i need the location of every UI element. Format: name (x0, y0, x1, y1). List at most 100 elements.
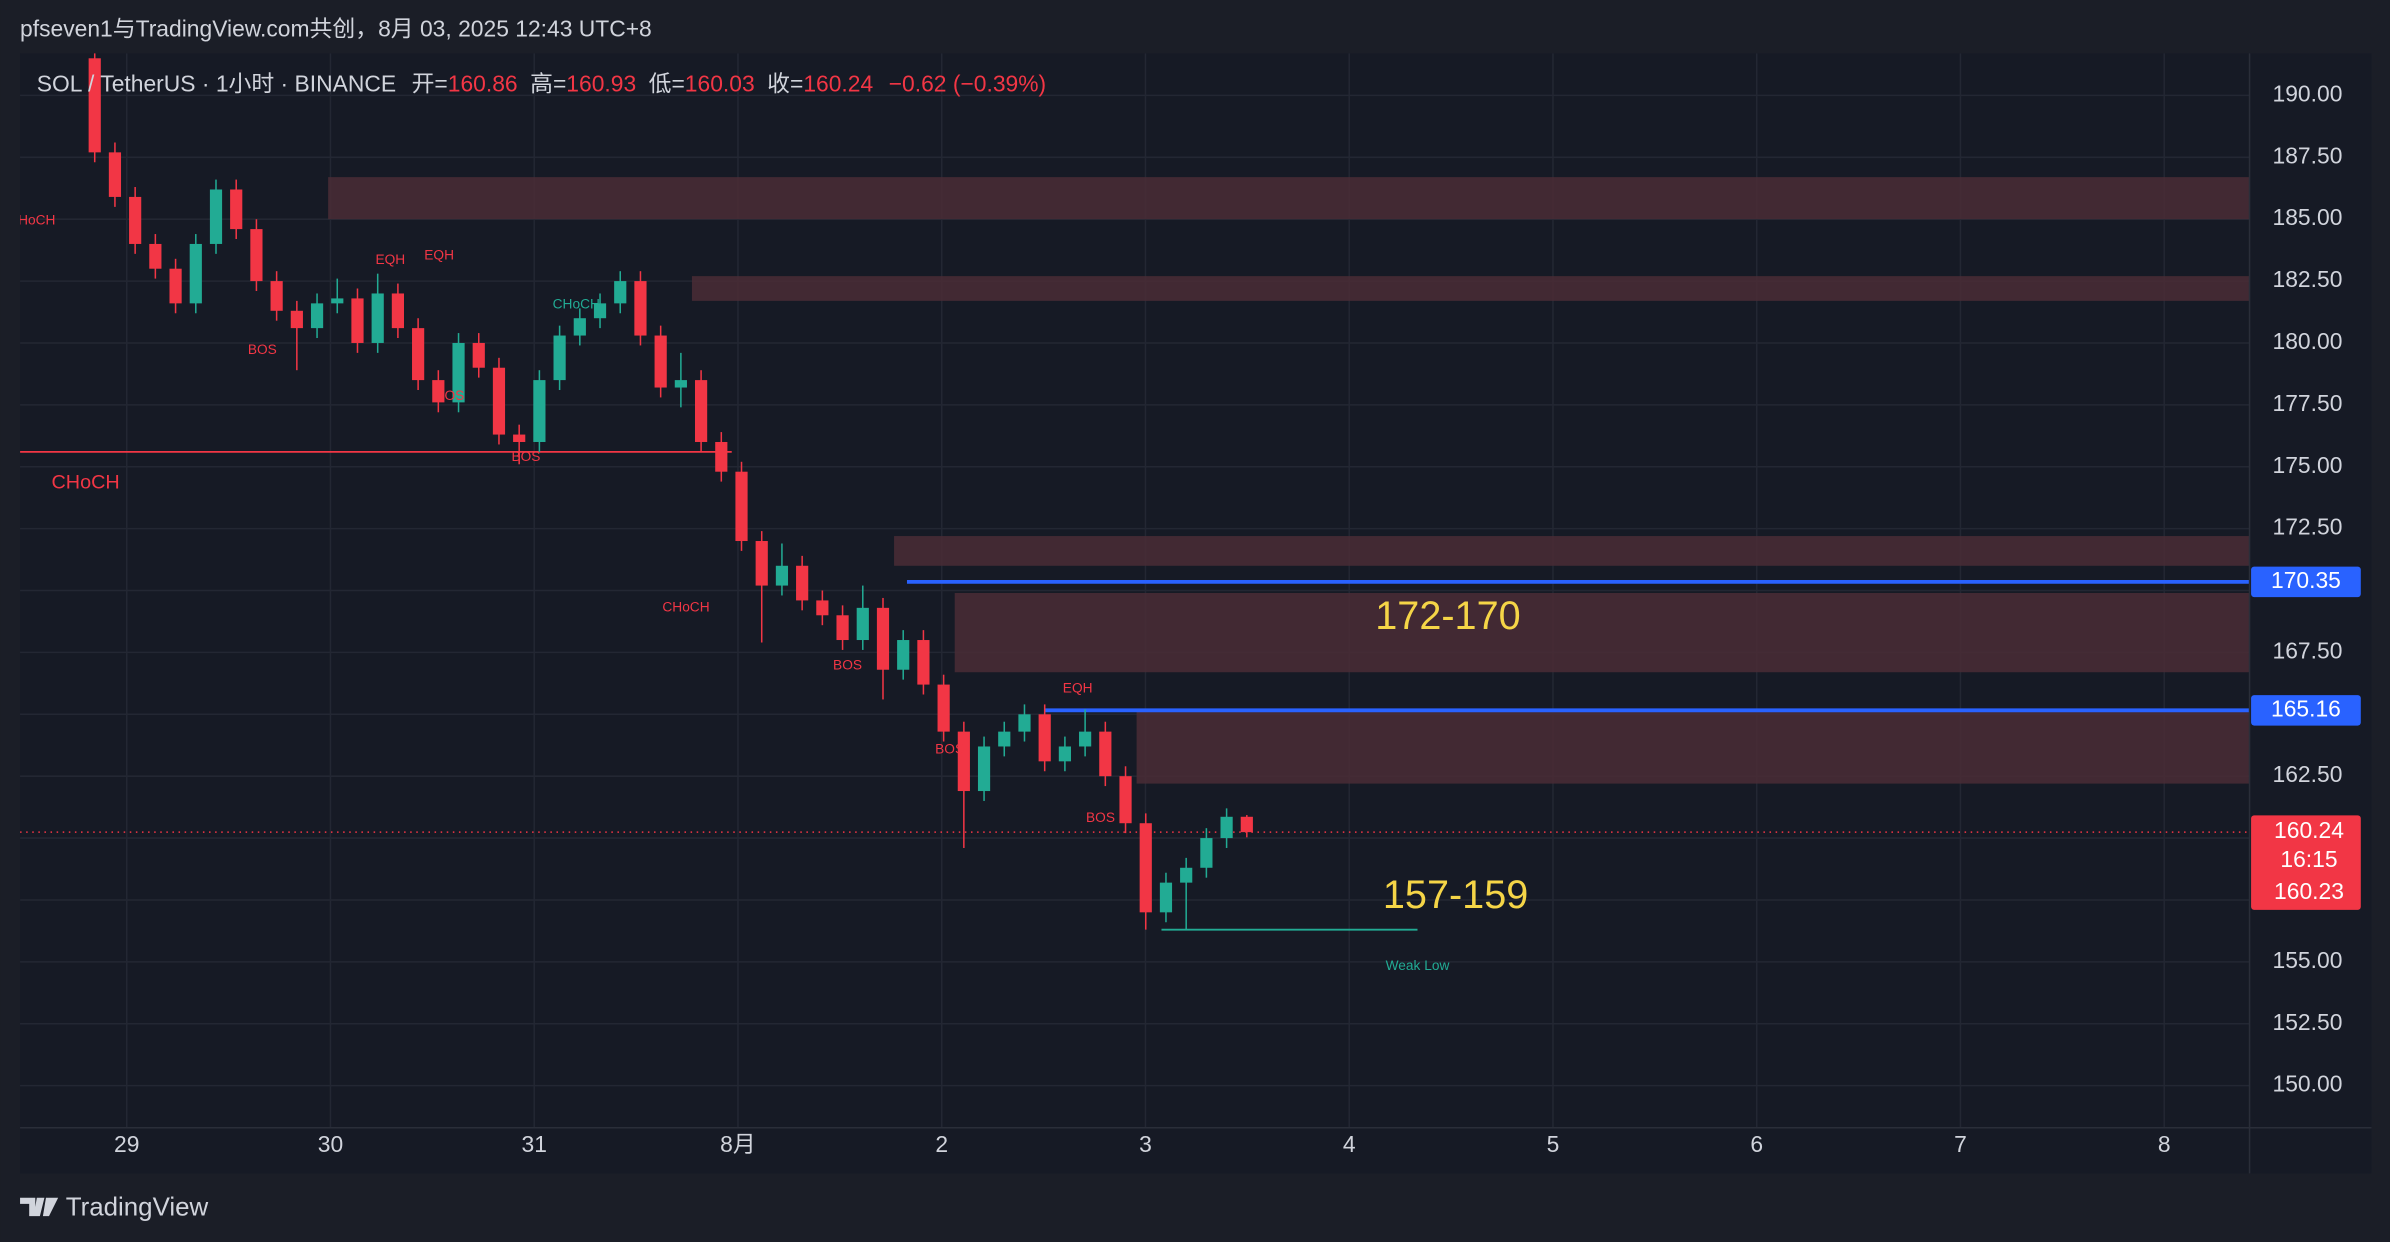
annotation: Weak Low (1386, 958, 1450, 973)
candle-body (694, 380, 708, 442)
ohlc-value: 160.93 (566, 70, 636, 96)
zone (954, 592, 2250, 673)
candle-body (937, 684, 950, 732)
candle-body (573, 318, 586, 336)
ohlc-label: 收= (767, 70, 803, 96)
zone (1136, 711, 2250, 784)
annotation: HoCH (18, 213, 55, 228)
candle-body (674, 380, 687, 388)
annotation: BOS (935, 741, 964, 756)
annotation: CHoCH (51, 471, 119, 493)
candle-body (1058, 746, 1072, 762)
candle-body (977, 746, 991, 792)
candle-body (371, 293, 384, 343)
candle-body (1139, 823, 1152, 913)
y-tick-label: 182.50 (2273, 266, 2343, 292)
candle-body (715, 441, 728, 472)
candle-body (593, 303, 607, 319)
x-tick-label: 8 (2158, 1131, 2171, 1157)
y-tick-label: 152.50 (2273, 1009, 2343, 1035)
y-tick-label: 187.50 (2273, 142, 2343, 168)
candle-body (310, 303, 324, 329)
candle-body (412, 328, 425, 381)
candle-body (1079, 731, 1092, 747)
candle-body (1018, 714, 1031, 732)
candle-body (1038, 714, 1051, 762)
candle-body (957, 731, 970, 792)
candle-body (654, 335, 667, 388)
candle-body (856, 607, 869, 641)
candle-body (755, 541, 768, 586)
candle-body (816, 600, 829, 616)
candle-body (1180, 867, 1193, 883)
candle-body (432, 380, 445, 403)
candle-body (1099, 731, 1112, 777)
countdown: 16:15 (2280, 846, 2337, 872)
x-tick-label: 29 (114, 1131, 139, 1157)
candle-body (796, 565, 809, 601)
candle-body (775, 565, 789, 586)
x-tick-label: 30 (318, 1131, 343, 1157)
symbol: SOL / TetherUS · 1小时 · BINANCE (37, 70, 396, 96)
zone (328, 177, 2250, 220)
ohlc-label: 高= (530, 70, 566, 96)
legend: SOL / TetherUS · 1小时 · BINANCE 开=160.86 … (37, 70, 1046, 96)
candle-body (129, 196, 142, 244)
candle-body (614, 281, 627, 304)
candle-body (331, 298, 344, 304)
candle-body (108, 152, 122, 197)
ohlc-value: 160.24 (803, 70, 873, 96)
ohlc-value: 160.03 (685, 70, 755, 96)
x-tick-label: 7 (1954, 1131, 1967, 1157)
candle-body (452, 342, 465, 403)
candle-body (1240, 816, 1253, 833)
logo: TradingView (20, 1193, 209, 1221)
candle-body (492, 367, 506, 435)
candle-body (735, 471, 748, 542)
candle-body (351, 298, 364, 343)
annotation: EQH (1063, 680, 1093, 695)
candle-body (88, 58, 101, 153)
candle-body (1200, 838, 1213, 868)
y-tick-label: 190.00 (2273, 80, 2343, 106)
y-tick-label: 167.50 (2273, 637, 2343, 663)
zone (894, 536, 2250, 566)
candle-body (836, 615, 849, 641)
candle-body (391, 293, 405, 329)
annotation: EQH (376, 252, 406, 267)
marks: HoCH EQH EQH BOS BOS BOS CHoCH CHoCH CHoCH BOS BOS… (18, 53, 2250, 973)
x-tick-label: 31 (522, 1131, 547, 1157)
candle-body (897, 640, 910, 670)
candle-body (230, 189, 243, 230)
y-tick-label: 177.50 (2273, 390, 2343, 416)
y-tick-label: 175.00 (2273, 452, 2343, 478)
change: −0.62 (−0.39%) (889, 70, 1046, 96)
y-tick-label: 172.50 (2273, 514, 2343, 540)
annotation: BOS (248, 342, 277, 357)
y-tick-label: 150.00 (2273, 1071, 2343, 1097)
candle-body (290, 310, 303, 329)
candle-body (1220, 816, 1233, 839)
price-tag (2251, 815, 2361, 910)
annotation: BOS (1086, 810, 1115, 825)
candle-body (876, 607, 890, 670)
candle-body (189, 243, 202, 304)
candle-body (1119, 776, 1132, 824)
candle-body (553, 335, 566, 381)
brand: TradingView (66, 1193, 209, 1221)
candle-body (917, 640, 930, 685)
y-tick-label: 162.50 (2273, 761, 2343, 787)
candle-body (270, 281, 283, 311)
level-label: 165.16 (2271, 695, 2341, 721)
candle-body (513, 434, 526, 442)
price-tag-label: 160.24 (2274, 817, 2344, 843)
x-tick-label: 8月 (720, 1131, 756, 1157)
y-tick-label: 155.00 (2273, 947, 2343, 973)
annotation: CHoCH (662, 600, 709, 615)
y-tick-label: 185.00 (2273, 204, 2343, 230)
candle-body (634, 281, 647, 336)
candle-body (250, 229, 263, 282)
level-label: 170.35 (2271, 567, 2341, 593)
